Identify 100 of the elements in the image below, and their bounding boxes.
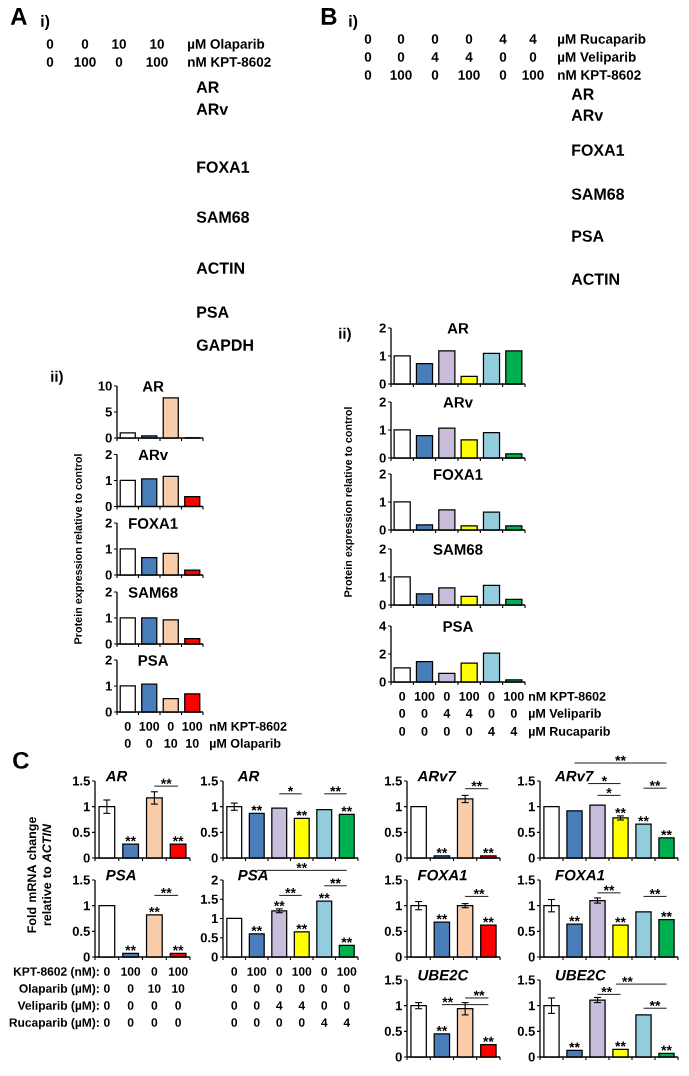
text: 4: [488, 727, 495, 736]
text: nM KPT-8602: [529, 691, 606, 701]
y-tick-label: 2: [379, 397, 386, 407]
y-tick-label: 2: [105, 587, 112, 597]
text: Veliparib (µM):: [17, 1000, 99, 1013]
annotation: **: [330, 786, 341, 792]
data-label: **: [638, 816, 649, 822]
text: 100: [459, 691, 480, 701]
text: 4: [276, 1001, 283, 1010]
text: 100: [121, 967, 141, 976]
data-label: **: [661, 830, 672, 836]
y-tick-label: 1: [395, 1001, 402, 1011]
y-tick-label: 5: [105, 407, 112, 417]
annotation: **: [649, 780, 661, 787]
text: 0: [115, 57, 123, 67]
text: 100: [139, 721, 160, 731]
text: 100: [168, 967, 188, 976]
y-tick-label: 1: [528, 802, 535, 812]
y-axis-title: Protein expression relative to control: [343, 407, 355, 597]
y-tick-label: 2: [379, 323, 386, 333]
text: 100: [247, 967, 267, 976]
text: ii): [339, 327, 351, 342]
y-tick-label: 2: [379, 649, 386, 659]
text: ARv: [196, 103, 229, 115]
text: 0: [124, 721, 131, 731]
text: 0: [46, 39, 54, 49]
text: 0: [231, 1001, 238, 1010]
y-tick-label: 1: [528, 901, 535, 911]
text: Olaparib (µM):: [19, 983, 99, 996]
annotation: **: [285, 888, 296, 894]
y-tick-label: 0.5: [517, 827, 535, 837]
text: 0: [421, 708, 428, 718]
text: µM Veliparib: [558, 51, 636, 65]
text: 10: [186, 738, 199, 748]
data-label: **: [436, 914, 448, 920]
text: 100: [414, 691, 435, 701]
y-tick-label: 0: [395, 853, 402, 863]
text: 0: [253, 984, 260, 993]
text: nM KPT-8602: [558, 70, 641, 80]
y-tick-label: 1.5: [518, 875, 535, 885]
chart-title: AR: [105, 770, 128, 782]
text: 0: [510, 708, 517, 718]
data-label: **: [318, 893, 330, 899]
text: 0: [253, 1001, 260, 1010]
chart-title: PSA: [443, 621, 474, 632]
data-label: **: [172, 836, 184, 842]
text: FOXA1: [572, 144, 625, 156]
y-tick-label: 0.5: [200, 933, 218, 943]
annotation: *: [601, 776, 608, 782]
y-tick-label: 2: [105, 655, 112, 665]
text: B: [321, 8, 337, 25]
text: 0: [321, 1001, 328, 1010]
data-label: **: [482, 848, 494, 854]
text: 0: [231, 967, 238, 976]
y-tick-label: 1.5: [73, 776, 90, 786]
annotation: **: [601, 987, 613, 993]
y-tick-label: 0: [211, 952, 218, 962]
y-tick-label: 1: [379, 572, 386, 582]
text: 0: [151, 1018, 158, 1027]
chart-title: FOXA1: [555, 869, 605, 881]
data-label: **: [125, 945, 137, 951]
text: 10: [172, 984, 185, 993]
y-tick-label: 1.5: [385, 776, 402, 786]
text: 0: [151, 967, 158, 976]
annotation: **: [473, 889, 485, 895]
text: 100: [522, 70, 544, 80]
text: 0: [231, 1018, 238, 1027]
chart-title: UBE2C: [555, 969, 607, 981]
text: 4: [343, 1018, 351, 1027]
y-tick-label: 0: [105, 707, 112, 717]
y-tick-label: 1.5: [385, 975, 402, 985]
text: **: [296, 863, 308, 869]
text: ARv: [571, 109, 604, 121]
data-label: **: [296, 810, 308, 816]
text: 100: [337, 967, 357, 976]
text: 0: [364, 34, 372, 44]
text: 0: [465, 34, 473, 44]
y-tick-label: 1: [528, 1001, 535, 1011]
y-tick-label: 0: [395, 1052, 402, 1062]
text: 10: [150, 39, 164, 49]
text: 0: [151, 1001, 158, 1010]
text: 0: [146, 738, 153, 748]
text: 0: [124, 738, 131, 748]
annotation: **: [473, 990, 485, 996]
text: 4: [321, 1018, 328, 1027]
y-tick-label: 0: [379, 600, 386, 610]
y-tick-label: 0: [379, 677, 386, 687]
y-tick-label: 0: [528, 952, 535, 962]
text: 0: [343, 1001, 350, 1010]
chart-title: ARv: [138, 449, 169, 461]
y-tick-label: 0: [528, 853, 535, 863]
data-label: **: [661, 911, 672, 917]
text: 0: [488, 691, 495, 701]
chart-title: PSA: [237, 869, 268, 881]
text: KPT-8602 (nM):: [13, 966, 99, 979]
y-tick-label: 0.5: [72, 926, 90, 936]
annotation: **: [471, 781, 483, 787]
text: 0: [298, 1018, 305, 1027]
text: 0: [321, 967, 328, 976]
y-tick-label: 1.5: [201, 894, 218, 904]
